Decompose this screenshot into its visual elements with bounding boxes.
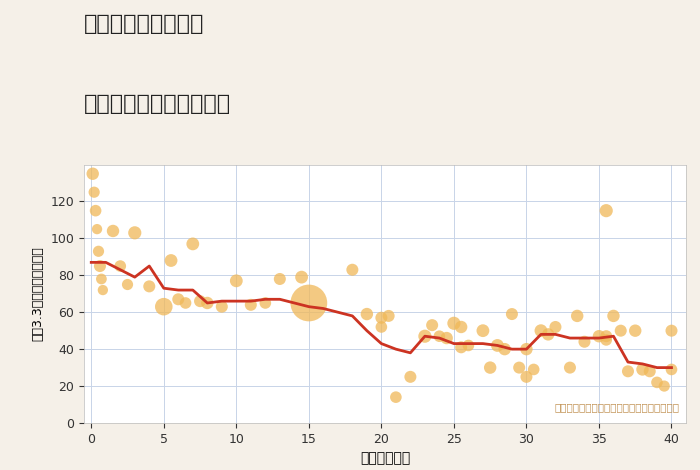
Point <box>173 296 184 303</box>
Point <box>434 332 445 340</box>
X-axis label: 築年数（年）: 築年数（年） <box>360 451 410 465</box>
Point <box>536 327 547 335</box>
Point <box>542 330 554 338</box>
Text: 築年数別中古戸建て価格: 築年数別中古戸建て価格 <box>84 94 231 114</box>
Point <box>477 327 489 335</box>
Point <box>499 345 510 353</box>
Point <box>376 323 387 331</box>
Point <box>521 345 532 353</box>
Point <box>303 299 314 307</box>
Point <box>346 266 358 274</box>
Point <box>376 314 387 321</box>
Point <box>608 312 619 320</box>
Point <box>165 257 176 264</box>
Point <box>260 299 271 307</box>
Point <box>274 275 286 283</box>
Text: 円の大きさは、取引のあった物件面積を示す: 円の大きさは、取引のあった物件面積を示す <box>555 403 680 413</box>
Point <box>492 342 503 349</box>
Point <box>615 327 626 335</box>
Point <box>245 301 256 309</box>
Point <box>107 227 118 235</box>
Point <box>90 207 101 214</box>
Point <box>514 364 525 371</box>
Point <box>629 327 641 335</box>
Point <box>187 240 198 248</box>
Point <box>572 312 583 320</box>
Point <box>594 332 605 340</box>
Point <box>122 281 133 288</box>
Point <box>391 393 402 401</box>
Point <box>361 310 372 318</box>
Point <box>130 229 141 236</box>
Point <box>89 188 100 196</box>
Point <box>115 262 126 270</box>
Point <box>448 320 459 327</box>
Point <box>484 364 496 371</box>
Point <box>87 170 98 178</box>
Point <box>601 336 612 344</box>
Text: 千葉県船橋市金杉の: 千葉県船橋市金杉の <box>84 14 204 34</box>
Point <box>456 344 467 351</box>
Point <box>579 338 590 345</box>
Point <box>180 299 191 307</box>
Point <box>506 310 517 318</box>
Point <box>202 299 213 307</box>
Point <box>405 373 416 381</box>
Point <box>659 382 670 390</box>
Point <box>419 332 430 340</box>
Point <box>528 366 539 373</box>
Point <box>144 282 155 290</box>
Point <box>456 323 467 331</box>
Point <box>644 368 655 375</box>
Point <box>550 323 561 331</box>
Point <box>216 303 228 311</box>
Point <box>622 368 634 375</box>
Point <box>231 277 242 285</box>
Point <box>94 262 106 270</box>
Point <box>521 373 532 381</box>
Point <box>463 342 474 349</box>
Point <box>564 364 575 371</box>
Point <box>296 274 307 281</box>
Point <box>666 366 677 373</box>
Point <box>441 334 452 342</box>
Y-axis label: 坪（3.3㎡）単価（万円）: 坪（3.3㎡）単価（万円） <box>32 246 45 341</box>
Point <box>195 298 206 305</box>
Point <box>601 207 612 214</box>
Point <box>93 248 104 255</box>
Point <box>666 327 677 335</box>
Point <box>601 332 612 340</box>
Point <box>652 379 663 386</box>
Point <box>383 312 394 320</box>
Point <box>426 321 438 329</box>
Point <box>96 275 107 283</box>
Point <box>97 286 108 294</box>
Point <box>158 303 169 311</box>
Point <box>92 226 103 233</box>
Point <box>637 366 648 373</box>
